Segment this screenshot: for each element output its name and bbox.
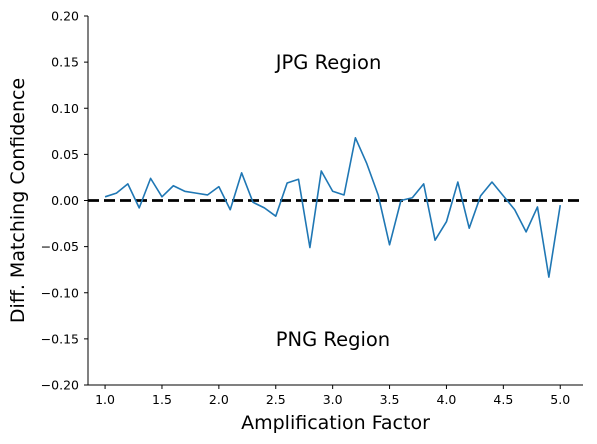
x-tick-label: 2.5 [266, 392, 286, 407]
x-tick-label: 1.5 [152, 392, 172, 407]
x-tick-label: 5.0 [550, 392, 570, 407]
x-tick-label: 3.5 [380, 392, 400, 407]
y-tick-label: 0.00 [51, 193, 79, 208]
y-tick-label: 0.20 [51, 9, 79, 24]
axis-labels: Amplification Factor Diff. Matching Conf… [7, 78, 430, 434]
y-tick-label: −0.20 [41, 378, 79, 393]
y-tick-label: −0.10 [41, 285, 79, 300]
y-tick-label: 0.10 [51, 101, 79, 116]
x-tick-label: 4.5 [493, 392, 513, 407]
series-group [104, 136, 562, 278]
y-tick-label: 0.15 [51, 55, 79, 70]
series-line [104, 136, 562, 278]
region-annotation: PNG Region [276, 328, 390, 351]
ticks: 1.0 1.5 2.0 2.5 3.0 3.5 4.0 4.5 5.0 −0.20 −0.15 −0.… [41, 9, 571, 408]
region-annotation: JPG Region [274, 51, 382, 74]
x-tick-label: 1.0 [95, 392, 115, 407]
y-tick-label: −0.15 [41, 331, 79, 346]
y-axis-label: Diff. Matching Confidence [7, 78, 29, 323]
annotations: JPG Region PNG Region [274, 51, 390, 351]
y-tick-label: 0.05 [51, 147, 79, 162]
x-tick-label: 2.0 [209, 392, 229, 407]
x-axis-label: Amplification Factor [241, 412, 430, 434]
x-tick-label: 4.0 [437, 392, 457, 407]
y-tick-label: −0.05 [41, 239, 79, 254]
x-tick-label: 3.0 [323, 392, 343, 407]
